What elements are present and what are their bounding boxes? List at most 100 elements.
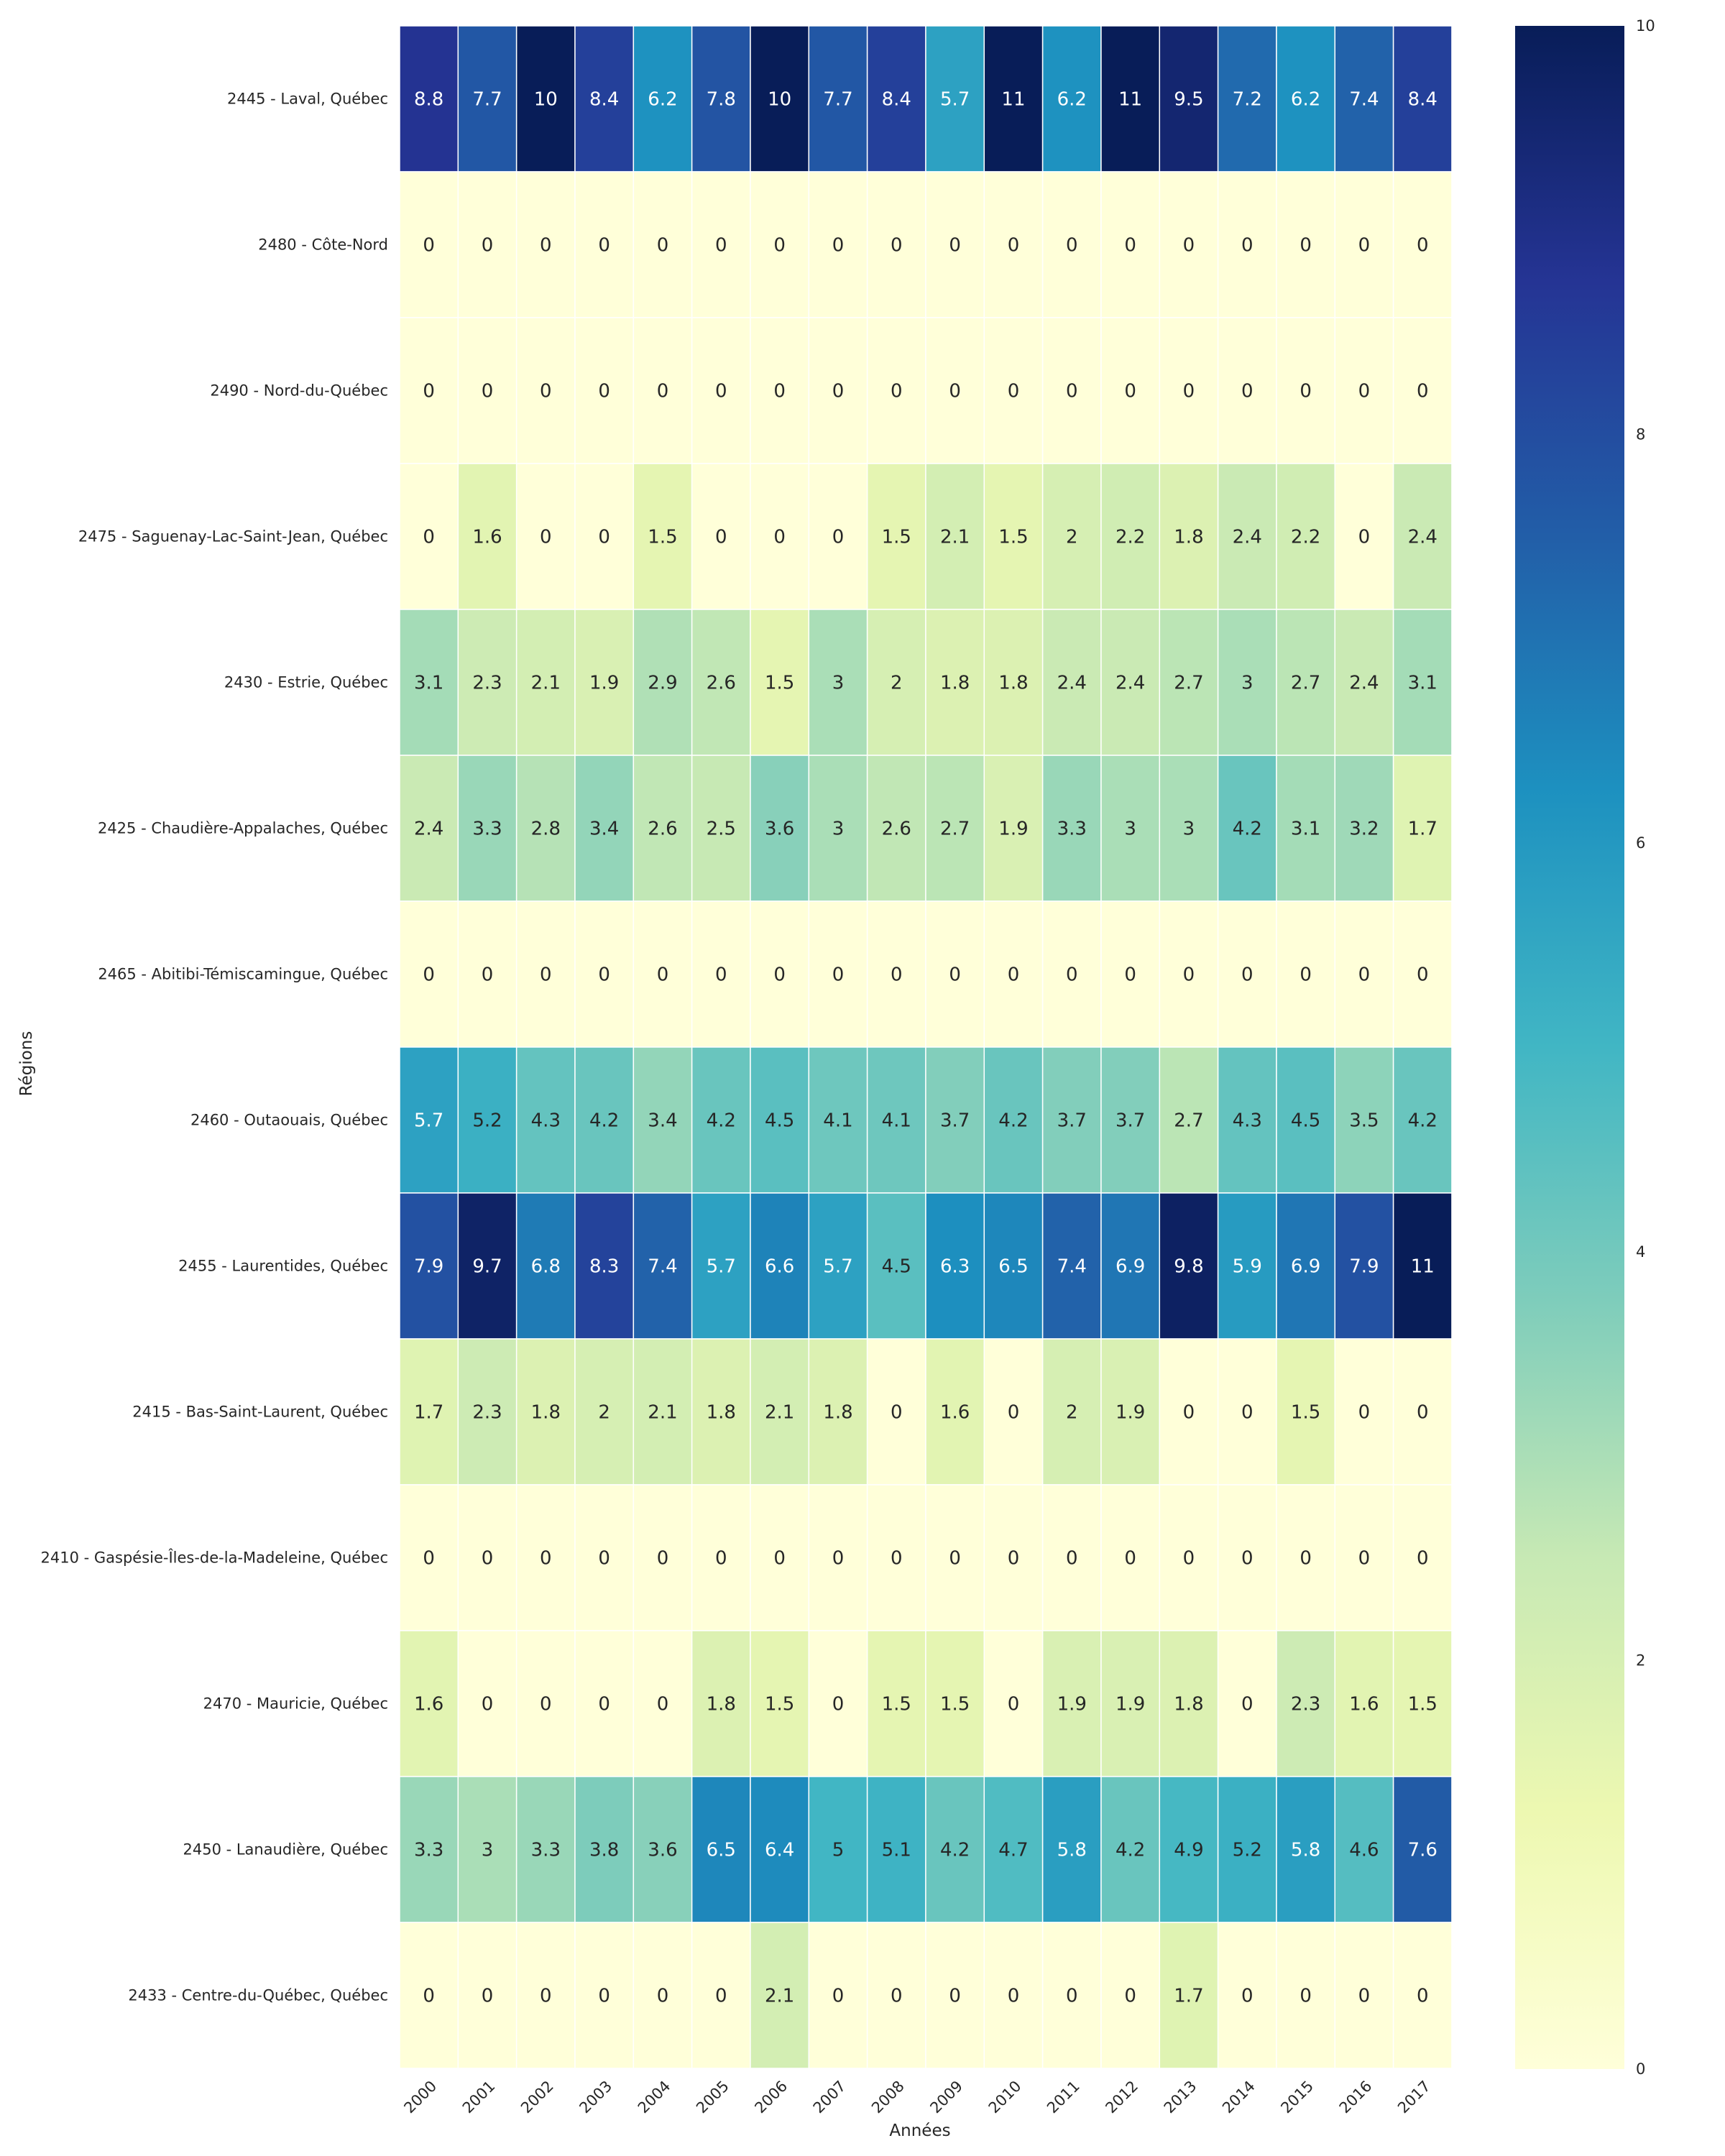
cell-value-label: 0 — [949, 381, 961, 402]
heatmap-cell — [691, 755, 751, 902]
cell-value-label: 2.3 — [472, 1402, 502, 1424]
cell-value-label: 1.9 — [1057, 1694, 1087, 1715]
colorbar-tick-label: 6 — [1636, 834, 1645, 852]
cell-value-label: 7.4 — [648, 1256, 677, 1278]
cell-value-label: 1.6 — [940, 1402, 970, 1424]
colorbar-ticks: 0 2 4 6 8 10 — [1636, 17, 1655, 2078]
heatmap-cell — [1334, 1484, 1394, 1631]
heatmap-cell — [1100, 317, 1161, 464]
cell-value-label: 0 — [891, 235, 903, 257]
cell-value-label: 0 — [482, 1986, 494, 2007]
cell-value-label: 2.9 — [648, 673, 677, 694]
row-label: 2410 - Gaspésie-Îles-de-la-Madeleine, Qu… — [40, 1549, 388, 1567]
cell-value-label: 0 — [773, 1548, 786, 1570]
heatmap-cell — [983, 609, 1044, 756]
heatmap-cell — [1159, 1776, 1219, 1923]
column-label: 2013 — [1161, 2078, 1200, 2117]
cell-value-label: 2.2 — [1116, 527, 1145, 548]
heatmap-cell — [750, 463, 810, 610]
cell-value-label: 6.5 — [707, 1840, 736, 1861]
cell-value-label: 0 — [773, 381, 786, 402]
column-label: 2000 — [400, 2078, 440, 2117]
cell-value-label: 0 — [1417, 1402, 1429, 1424]
cell-value-label: 5.7 — [707, 1256, 736, 1278]
cell-value-label: 2.1 — [648, 1402, 677, 1424]
heatmap-cell — [750, 1484, 810, 1631]
heatmap-cell — [1041, 1630, 1102, 1777]
heatmap-cell — [691, 609, 751, 756]
cell-value-label: 3.1 — [1291, 819, 1320, 840]
heatmap-cell — [574, 1338, 635, 1485]
cell-value-label: 0 — [423, 527, 435, 548]
cell-value-label: 2.7 — [940, 819, 970, 840]
cell-value-label: 8.4 — [589, 89, 619, 111]
cell-value-label: 5.7 — [823, 1256, 852, 1278]
cell-value-label: 1.5 — [882, 1694, 911, 1715]
heatmap-cell — [1041, 1046, 1102, 1194]
heatmap-cell — [457, 1338, 518, 1485]
cell-value-label: 2.7 — [1291, 673, 1320, 694]
heatmap-cell — [925, 25, 985, 172]
heatmap-cell — [1159, 1630, 1219, 1777]
cell-value-label: 0 — [1300, 235, 1312, 257]
heatmap-cell — [1100, 609, 1161, 756]
heatmap-cell — [1392, 1922, 1453, 2069]
cell-value-label: 0 — [1183, 235, 1195, 257]
heatmap-cell — [399, 1630, 459, 1777]
cell-value-label: 1.6 — [414, 1694, 443, 1715]
heatmap-cell — [515, 1046, 576, 1194]
cell-value-label: 0 — [891, 964, 903, 986]
cell-value-label: 0 — [598, 1548, 610, 1570]
heatmap-cell — [1392, 25, 1453, 172]
cell-value-label: 0 — [1241, 1694, 1254, 1715]
cell-value-label: 5 — [832, 1840, 845, 1861]
cell-value-label: 1.8 — [1174, 527, 1203, 548]
cell-value-label: 2.1 — [765, 1986, 794, 2007]
cell-value-label: 8.4 — [882, 89, 911, 111]
heatmap-cell — [632, 900, 693, 1048]
cell-value-label: 2.5 — [707, 819, 736, 840]
cell-value-label: 4.5 — [765, 1110, 794, 1132]
heatmap-cell — [1100, 463, 1161, 610]
cell-value-label: 0 — [1124, 964, 1136, 986]
cell-value-label: 4.9 — [1174, 1840, 1203, 1861]
heatmap-cell — [574, 171, 635, 318]
cell-value-label: 0 — [715, 964, 727, 986]
heatmap-cell — [1041, 463, 1102, 610]
heatmap-cell — [1217, 463, 1277, 610]
cell-value-label: 4.3 — [531, 1110, 561, 1132]
cell-value-label: 4.2 — [589, 1110, 619, 1132]
cell-value-label: 4.2 — [1116, 1840, 1145, 1861]
cell-value-label: 0 — [1417, 1986, 1429, 2007]
cell-value-label: 3.7 — [1116, 1110, 1145, 1132]
cell-value-label: 6.3 — [940, 1256, 970, 1278]
cell-value-label: 3 — [1124, 819, 1136, 840]
heatmap-cell — [866, 1922, 926, 2069]
cell-value-label: 5.2 — [472, 1110, 502, 1132]
cell-value-label: 0 — [657, 235, 669, 257]
colorbar-tick-label: 0 — [1636, 2060, 1645, 2078]
heatmap-cell — [399, 1046, 459, 1194]
heatmap-cell — [925, 1776, 985, 1923]
cell-value-label: 0 — [715, 381, 727, 402]
cell-value-label: 0 — [423, 1986, 435, 2007]
heatmap-cell — [1041, 1776, 1102, 1923]
heatmap-cell — [632, 1776, 693, 1923]
cell-value-label: 0 — [1417, 964, 1429, 986]
cell-value-label: 4.2 — [1408, 1110, 1438, 1132]
heatmap-cell — [691, 1192, 751, 1340]
heatmap-cell — [457, 171, 518, 318]
column-labels: 2000 2001 2002 2003 2004 2005 2006 2007 2008 2009… — [400, 2078, 1433, 2117]
heatmap-cell — [632, 609, 693, 756]
cell-value-label: 7.6 — [1408, 1840, 1438, 1861]
cell-value-label: 0 — [891, 1986, 903, 2007]
cell-value-label: 1.8 — [940, 673, 970, 694]
heatmap-cell — [1041, 900, 1102, 1048]
row-label: 2450 - Lanaudière, Québec — [183, 1841, 388, 1858]
heatmap-cell — [866, 1046, 926, 1194]
cell-value-label: 0 — [1241, 964, 1254, 986]
cell-value-label: 0 — [1008, 1694, 1020, 1715]
heatmap-cell — [983, 1192, 1044, 1340]
heatmap-cell — [1100, 1922, 1161, 2069]
cell-value-label: 3 — [482, 1840, 494, 1861]
